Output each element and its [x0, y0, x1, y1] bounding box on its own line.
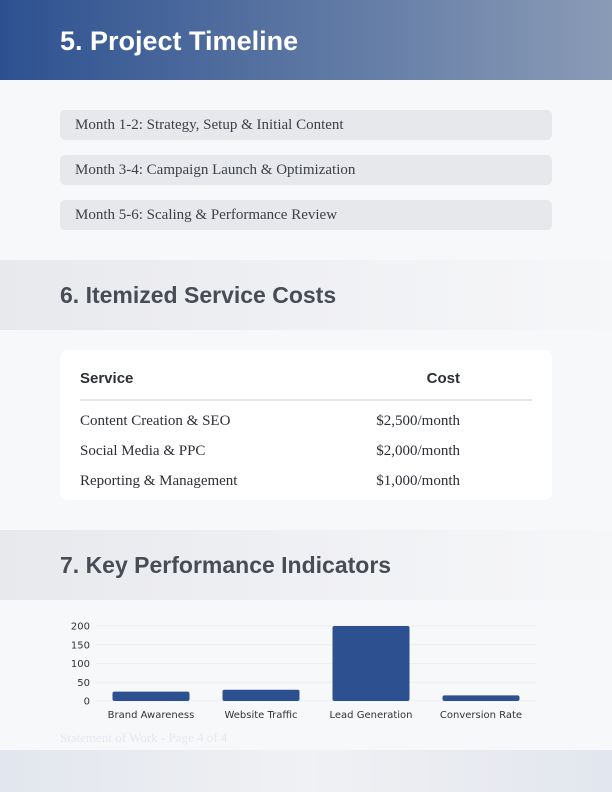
service-cell: Content Creation & SEO	[80, 413, 231, 429]
y-tick-label: 150	[71, 640, 90, 651]
timeline-item: Month 1-2: Strategy, Setup & Initial Con…	[60, 110, 552, 140]
bar	[442, 695, 520, 701]
bar	[222, 689, 300, 701]
timeline-item: Month 3-4: Campaign Launch & Optimizatio…	[60, 155, 552, 185]
costs-header: 6. Itemized Service Costs	[0, 260, 612, 330]
timeline-header: 5. Project Timeline	[0, 0, 612, 80]
kpi-bar-chart: 0 50 100 150 200 Brand Awareness Website Traff…	[71, 622, 536, 721]
y-tick-label: 200	[71, 622, 90, 633]
section-title: 7. Key Performance Indicators	[60, 552, 392, 578]
bar	[112, 691, 190, 701]
section-title: 6. Itemized Service Costs	[60, 282, 337, 308]
y-tick-label: 100	[71, 659, 90, 670]
service-cell: Reporting & Management	[80, 473, 238, 489]
timeline-item: Month 5-6: Scaling & Performance Review	[60, 200, 552, 230]
y-tick-label: 0	[84, 697, 90, 708]
x-tick-label: Brand Awareness	[108, 710, 195, 721]
cost-cell: $1,000/month	[376, 473, 460, 489]
y-tick-label: 50	[77, 678, 90, 689]
bottom-band	[0, 750, 612, 792]
cost-cell: $2,000/month	[376, 443, 460, 459]
cost-table: Service Cost Content Creation & SEO $2,5…	[60, 350, 552, 500]
x-tick-label: Website Traffic	[224, 710, 297, 721]
x-tick-label: Lead Generation	[330, 710, 413, 721]
x-tick-label: Conversion Rate	[440, 710, 522, 721]
kpi-header: 7. Key Performance Indicators	[0, 530, 612, 600]
column-header: Cost	[426, 370, 460, 387]
section-title: 5. Project Timeline	[60, 26, 299, 56]
divider	[80, 399, 532, 401]
service-cell: Social Media & PPC	[80, 443, 206, 459]
column-header: Service	[80, 370, 134, 387]
bar	[332, 626, 410, 701]
cost-cell: $2,500/month	[376, 413, 460, 429]
page-footer: Statement of Work - Page 4 of 4	[60, 730, 228, 745]
